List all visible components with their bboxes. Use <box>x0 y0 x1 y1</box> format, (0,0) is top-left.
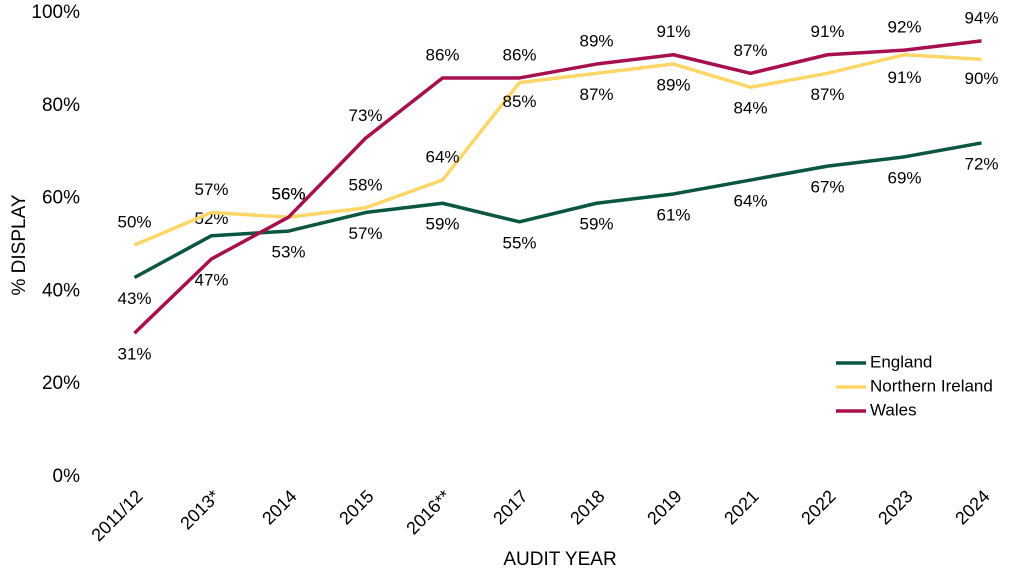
data-label: 72% <box>964 154 998 173</box>
y-tick-label: 100% <box>31 2 80 23</box>
data-label: 85% <box>502 92 536 111</box>
data-label: 56% <box>271 185 305 204</box>
data-label: 57% <box>348 224 382 243</box>
legend-label: England <box>870 352 932 371</box>
x-tick-label: 2017 <box>489 486 531 528</box>
data-label: 89% <box>656 76 690 95</box>
y-tick-label: 0% <box>53 466 81 487</box>
data-label: 94% <box>964 8 998 27</box>
data-label: 59% <box>425 215 459 234</box>
data-label: 59% <box>579 215 613 234</box>
x-tick-label: 2023 <box>874 486 916 528</box>
data-label: 47% <box>194 270 228 289</box>
data-label: 31% <box>117 345 151 364</box>
data-label: 43% <box>117 289 151 308</box>
data-label: 61% <box>656 205 690 224</box>
x-tick-label: 2022 <box>797 486 839 528</box>
x-tick-label: 2015 <box>335 486 377 528</box>
data-label: 58% <box>348 175 382 194</box>
data-label: 87% <box>579 85 613 104</box>
series-line <box>133 141 982 280</box>
data-label: 91% <box>656 22 690 41</box>
data-label: 50% <box>117 212 151 231</box>
y-tick-label: 60% <box>42 188 80 209</box>
series-line <box>133 53 982 247</box>
data-label: 86% <box>502 45 536 64</box>
y-tick-label: 20% <box>42 373 80 394</box>
x-axis-label: AUDIT YEAR <box>503 549 616 570</box>
data-label: 55% <box>502 233 536 252</box>
data-label: 89% <box>579 32 613 51</box>
data-label: 64% <box>425 148 459 167</box>
y-tick-label: 80% <box>42 95 80 116</box>
x-tick-label: 2019 <box>643 486 685 528</box>
data-label: 91% <box>810 22 844 41</box>
x-tick-label: 2021 <box>720 486 762 528</box>
x-tick-label: 2024 <box>951 486 993 528</box>
data-label: 56% <box>271 185 305 204</box>
x-tick-label: 2016** <box>402 486 454 538</box>
y-tick-label: 40% <box>42 280 80 301</box>
data-label: 57% <box>194 180 228 199</box>
data-label: 73% <box>348 106 382 125</box>
data-label: 64% <box>733 192 767 211</box>
data-label: 90% <box>964 69 998 88</box>
data-label: 84% <box>733 99 767 118</box>
data-label: 69% <box>887 168 921 187</box>
data-label: 53% <box>271 243 305 262</box>
data-label: 91% <box>887 68 921 87</box>
data-label: 67% <box>810 178 844 197</box>
data-label: 86% <box>425 45 459 64</box>
legend-label: Northern Ireland <box>870 376 993 395</box>
series-line <box>133 39 982 335</box>
data-label: 87% <box>810 85 844 104</box>
data-label: 92% <box>887 18 921 37</box>
x-tick-label: 2011/12 <box>87 486 146 545</box>
x-tick-label: 2014 <box>258 486 300 528</box>
x-tick-label: 2013* <box>176 486 223 533</box>
legend-label: Wales <box>870 400 917 419</box>
x-tick-label: 2018 <box>566 486 608 528</box>
y-axis-label: % DISPLAY <box>9 194 30 295</box>
data-label: 87% <box>733 41 767 60</box>
